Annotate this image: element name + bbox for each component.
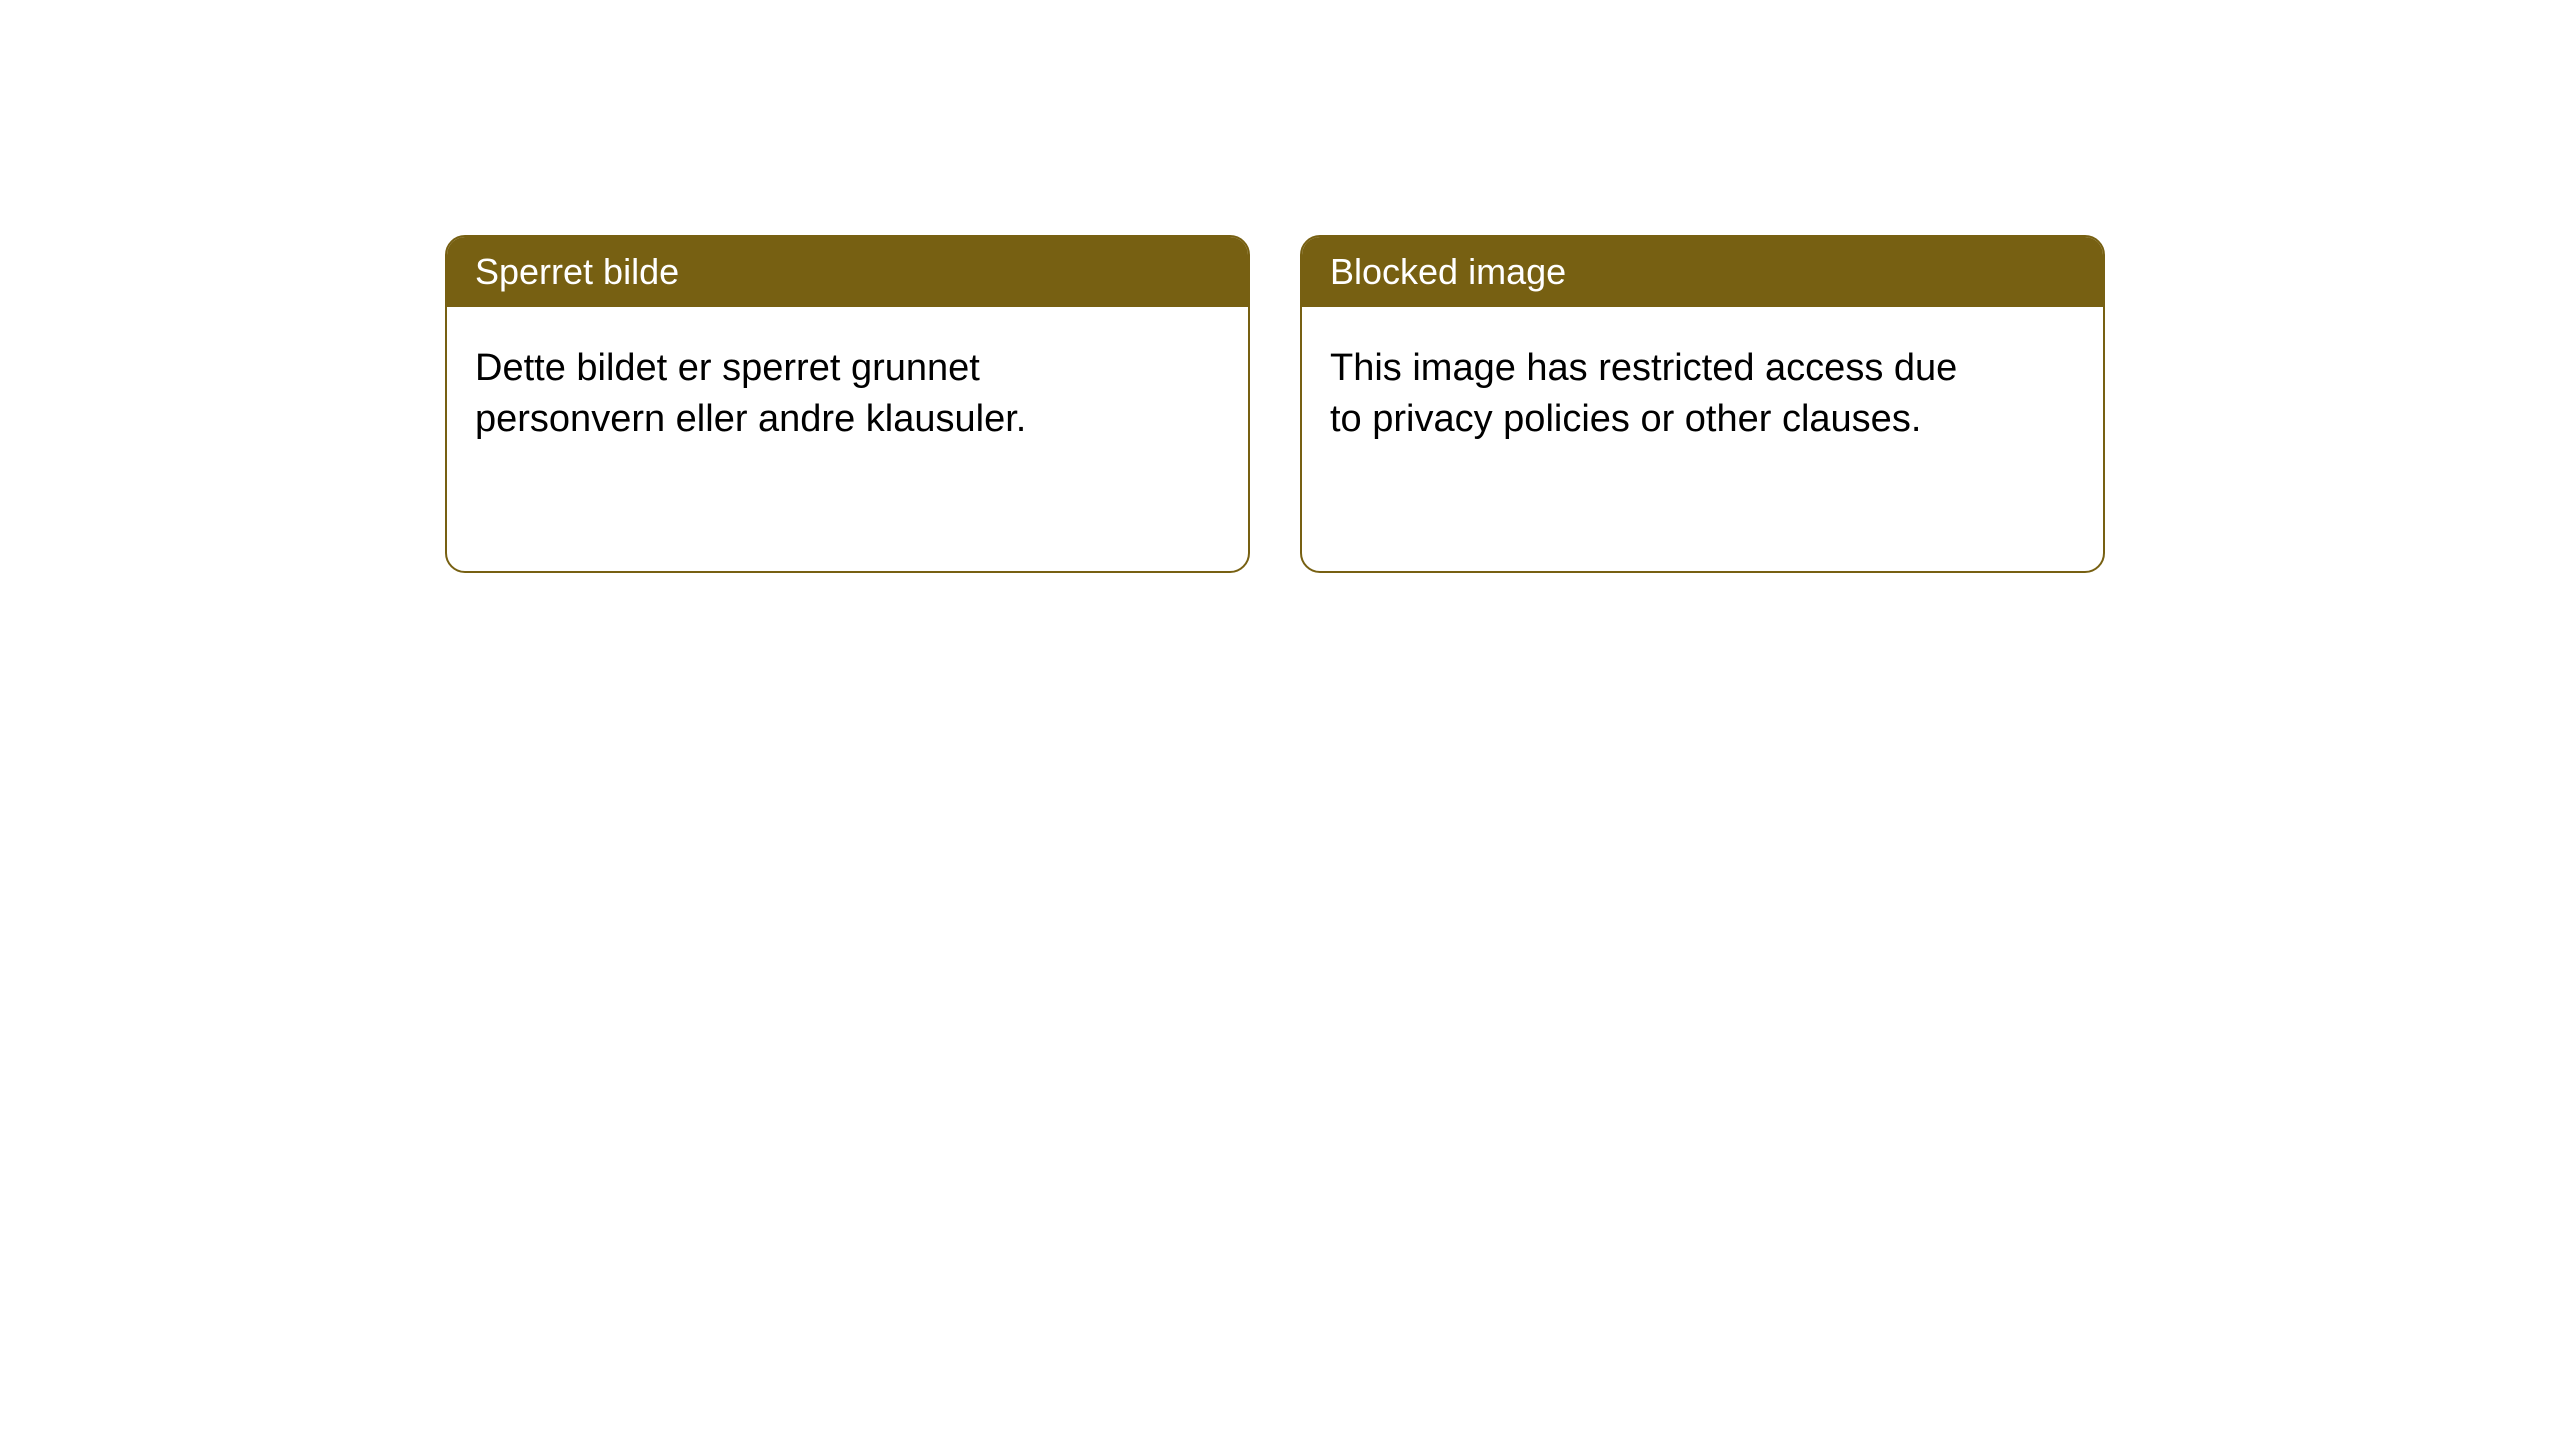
- blocked-image-card-no: Sperret bilde Dette bildet er sperret gr…: [445, 235, 1250, 573]
- card-body-en: This image has restricted access due to …: [1302, 307, 2002, 482]
- card-body-no: Dette bildet er sperret grunnet personve…: [447, 307, 1147, 482]
- card-message-en: This image has restricted access due to …: [1330, 347, 1957, 440]
- blocked-image-card-en: Blocked image This image has restricted …: [1300, 235, 2105, 573]
- card-title-en: Blocked image: [1330, 251, 1566, 292]
- card-title-no: Sperret bilde: [475, 251, 679, 292]
- card-message-no: Dette bildet er sperret grunnet personve…: [475, 347, 1026, 440]
- card-header-no: Sperret bilde: [447, 237, 1248, 307]
- card-header-en: Blocked image: [1302, 237, 2103, 307]
- notice-container: Sperret bilde Dette bildet er sperret gr…: [445, 235, 2105, 573]
